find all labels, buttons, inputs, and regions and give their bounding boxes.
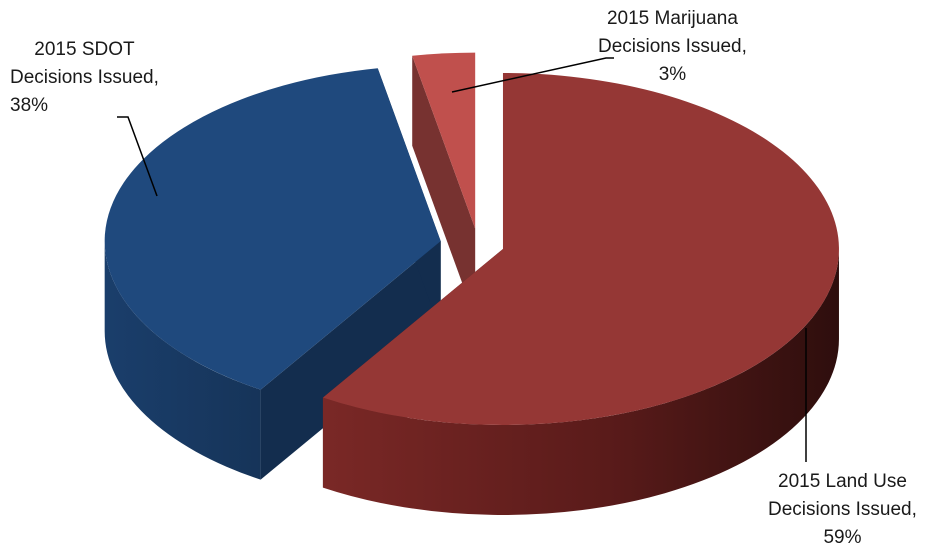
slice-label-line: Decisions Issued, bbox=[10, 67, 159, 88]
slice-top bbox=[104, 68, 441, 390]
slice-label-line: Decisions Issued, bbox=[768, 499, 917, 520]
slice-label-line: 2015 Land Use bbox=[778, 471, 907, 492]
slice-wall bbox=[412, 55, 476, 319]
pie-slice-sdot bbox=[104, 68, 441, 480]
pie-slice-land-use bbox=[322, 72, 839, 515]
slice-label-line: Decisions Issued, bbox=[598, 36, 747, 57]
slice-label-sdot: 2015 SDOT Decisions Issued, 38% bbox=[10, 36, 159, 120]
slice-rim bbox=[104, 241, 261, 480]
slice-top bbox=[412, 52, 476, 229]
slice-label-line: 2015 SDOT bbox=[34, 39, 135, 60]
pie-slice-marijuana bbox=[412, 52, 476, 319]
slice-top bbox=[322, 72, 839, 425]
slice-wall bbox=[260, 241, 441, 480]
slice-label-line: 2015 Marijuana bbox=[606, 8, 738, 29]
slice-label-line: 3% bbox=[658, 64, 687, 85]
leader-line-marijuana bbox=[451, 57, 614, 93]
slice-label-land-use: 2015 Land Use Decisions Issued, 59% bbox=[768, 468, 917, 552]
slice-label-marijuana: 2015 Marijuana Decisions Issued, 3% bbox=[598, 5, 747, 89]
slice-label-line: 59% bbox=[823, 527, 862, 548]
slice-label-line: 38% bbox=[10, 95, 49, 116]
leader-line-sdot bbox=[117, 116, 158, 197]
slice-rim bbox=[322, 248, 839, 515]
